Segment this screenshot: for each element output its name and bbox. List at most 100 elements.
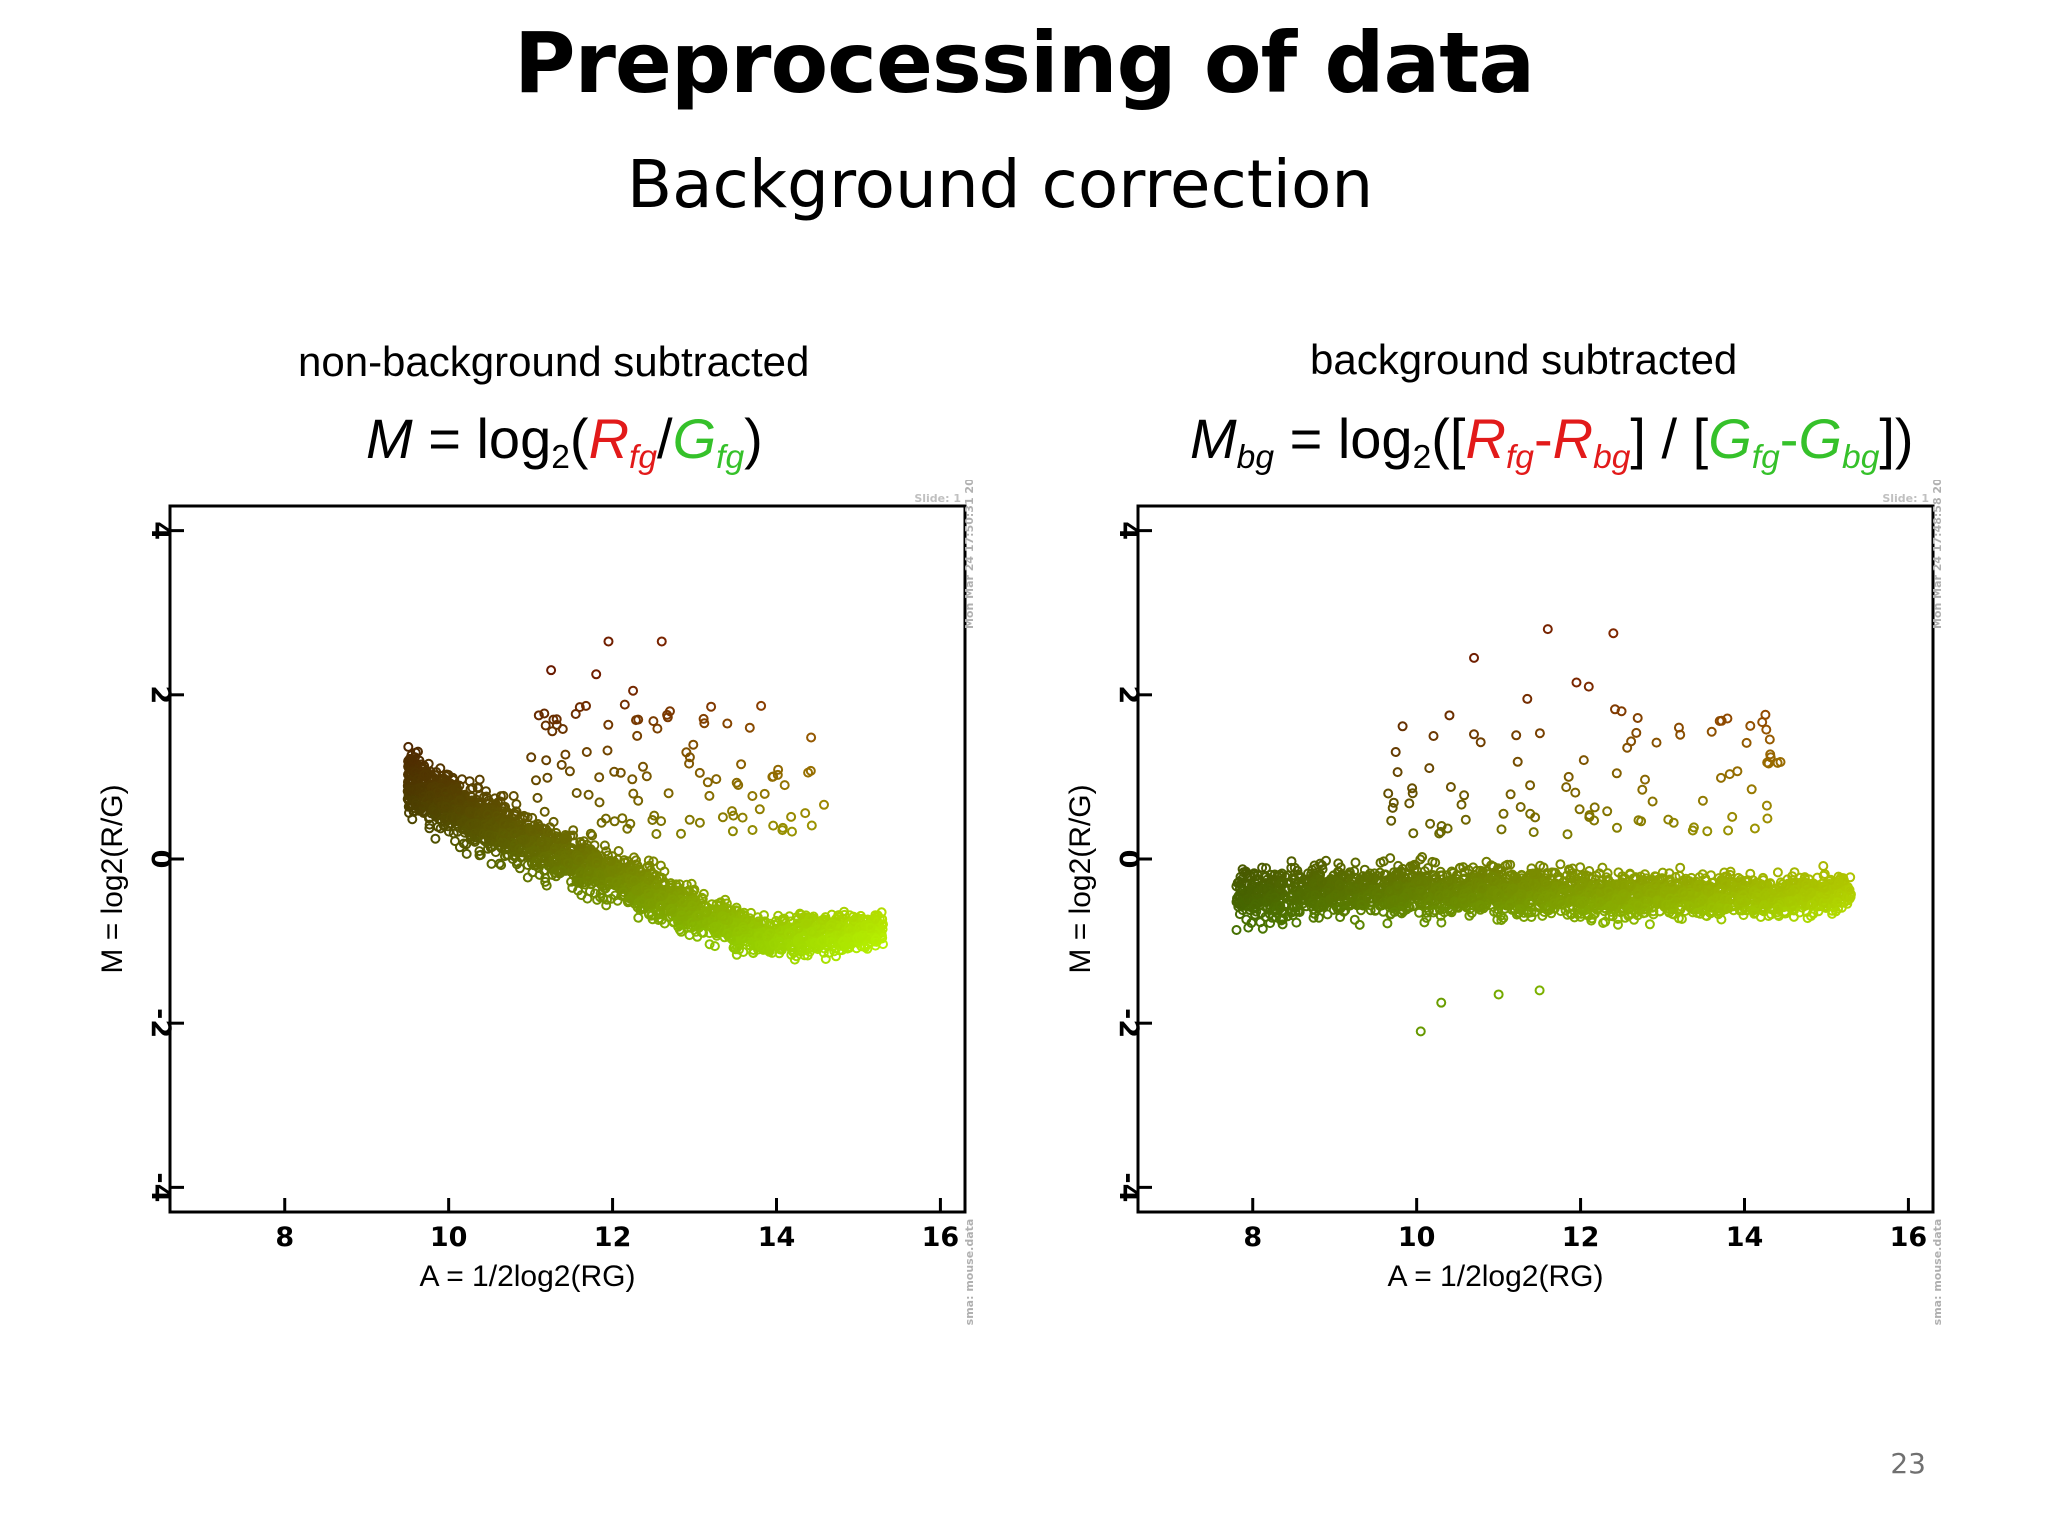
data-point [1584,866,1595,876]
data-point [583,876,594,887]
data-point [1833,903,1844,914]
formula-g-sub: bg [1842,439,1880,477]
data-point [801,918,812,929]
data-point [531,775,541,786]
y-tick-label: 0 [145,850,176,869]
y-tick-label: -4 [145,1172,176,1202]
data-point [570,709,581,719]
data-point [522,812,533,823]
data-point [656,816,667,827]
data-point [839,909,850,920]
data-point [418,808,429,818]
data-point [1423,863,1433,873]
data-point [533,710,544,721]
data-point [1274,884,1285,894]
data-point [534,869,545,880]
data-point [609,816,620,827]
data-point [786,811,797,822]
data-point [556,759,567,770]
data-point [633,795,644,806]
scatter-points [402,636,888,965]
formula-g-sub: fg [716,439,745,477]
data-point [647,909,658,920]
data-point [756,700,767,711]
y-tick-label: 4 [145,521,176,540]
data-point [508,791,519,801]
data-point [442,792,453,803]
data-point [471,818,481,829]
formula-g: G [1798,407,1843,470]
data-point [514,863,525,874]
data-point [602,894,612,905]
data-point [425,790,435,801]
data-point [796,909,807,920]
data-point [418,801,429,812]
data-point [419,769,429,780]
x-tick-label: 8 [275,1222,294,1253]
data-point [1251,889,1262,900]
data-point [1322,909,1333,920]
data-point [1339,900,1350,911]
data-point [800,808,811,819]
data-point [643,855,654,866]
data-point [768,820,779,831]
y-axis-label: M = log2(R/G) [96,784,129,973]
data-point [684,814,695,825]
data-point [602,745,613,756]
data-point [826,937,837,948]
data-point [722,928,733,939]
data-point [731,777,742,788]
data-point [784,929,795,940]
data-point [1552,871,1563,882]
data-point [1821,903,1831,913]
data-point [825,933,836,944]
timestamp-label: Mon Mar 24 17:50:31 2003 [963,480,976,629]
data-point [1234,899,1245,910]
data-point [684,758,695,769]
data-point [678,897,689,908]
data-point [806,926,817,937]
data-point [491,810,502,821]
data-point [744,722,755,733]
data-point [631,715,641,726]
data-point [591,853,602,863]
data-point [1313,912,1324,923]
data-point [575,837,586,847]
data-point [787,826,797,837]
data-point [649,810,660,821]
left-formula: M = log2(Rfg/Gfg) [366,406,763,477]
data-point [1598,918,1609,928]
data-point [1488,861,1499,872]
data-point [736,759,747,770]
data-point [848,911,859,922]
right-formula: Mbg = log2([Rfg-Rbg] / [Gfg-Gbg]) [1190,406,1914,477]
data-point [1255,917,1266,928]
data-point [865,922,876,933]
data-point [458,838,469,849]
data-point [709,941,720,952]
data-point [1421,912,1432,923]
data-point [407,814,418,825]
data-point [748,947,758,958]
data-point [825,922,836,933]
data-point [811,925,822,935]
data-point [676,828,686,839]
data-point [687,900,698,911]
data-point [798,931,809,942]
data-point [767,771,778,782]
data-point [643,874,654,885]
formula-m-sub: bg [1236,439,1275,477]
data-point [852,933,863,944]
formula-base: 2 [551,439,570,477]
x-tick-label: 16 [922,1222,960,1253]
data-point [539,708,550,719]
x-axis-label: A = 1/2log2(RG) [420,1260,636,1293]
data-point [565,844,576,855]
data-point [624,874,635,885]
data-point [618,887,629,898]
data-point [599,840,610,851]
data-point [1315,858,1326,869]
formula-m: M [366,407,413,470]
data-point [571,788,582,798]
data-point [674,879,685,890]
